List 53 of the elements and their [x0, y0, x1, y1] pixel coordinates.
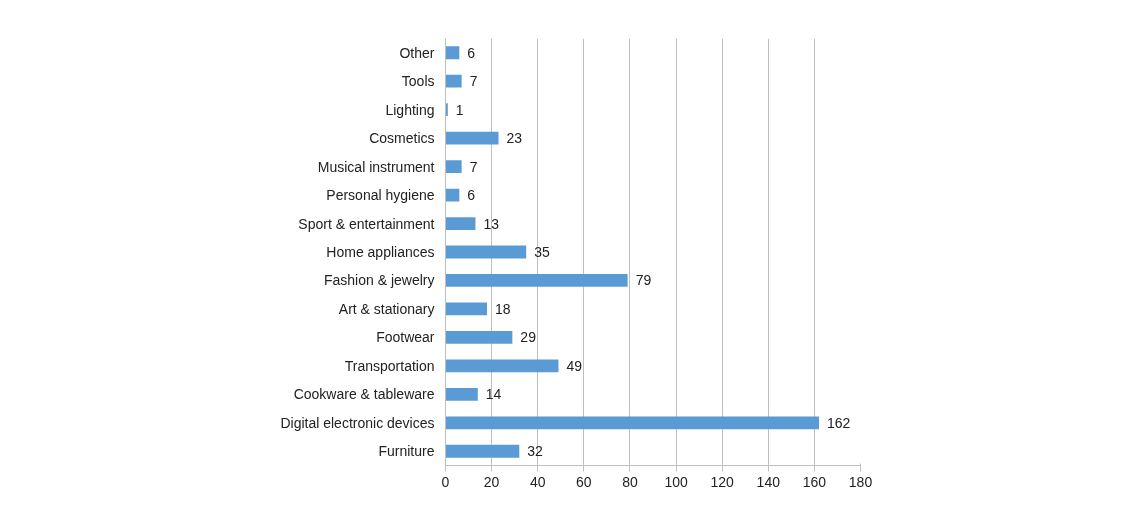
x-tick-label: 160 [802, 473, 827, 490]
x-tick-label: 80 [622, 473, 638, 490]
x-tick-label: 120 [710, 473, 735, 490]
bar [445, 416, 819, 430]
bar [445, 160, 462, 174]
bar [445, 302, 487, 316]
data-label: 7 [469, 158, 478, 175]
y-tick-label: Transportation [344, 357, 435, 374]
x-tick-label: 140 [756, 473, 781, 490]
data-label: 162 [827, 414, 851, 431]
data-label: 18 [495, 300, 511, 317]
x-tick-label: 20 [483, 473, 500, 490]
bar [445, 74, 462, 88]
data-label: 49 [566, 357, 583, 374]
data-label: 35 [534, 244, 550, 260]
y-tick-label: Other [399, 44, 435, 61]
y-tick-label: Digital electronic devices [280, 414, 435, 431]
y-tick-label: Art & stationary [338, 300, 435, 317]
y-tick-label: Furniture [378, 443, 435, 460]
y-tick-label: Sport & entertainment [298, 215, 435, 232]
bar [445, 46, 460, 60]
y-tick-label: Fashion & jewelry [324, 272, 435, 289]
data-label: 1 [455, 101, 464, 118]
data-label: 14 [485, 386, 502, 403]
x-tick-label: 40 [529, 473, 546, 490]
data-label: 13 [483, 215, 500, 232]
y-tick-label: Cosmetics [369, 130, 435, 147]
y-tick-label: Lighting [385, 101, 435, 118]
y-tick-label: Musical instrument [317, 158, 435, 175]
bar [445, 274, 628, 287]
y-tick-label: Home appliances [326, 244, 435, 260]
bar [445, 387, 478, 401]
data-label: 6 [467, 44, 476, 61]
bar [445, 217, 476, 230]
data-label: 29 [520, 329, 537, 346]
y-tick-label: Footwear [376, 329, 435, 346]
x-tick-label: 100 [664, 473, 688, 490]
bar [445, 359, 559, 373]
x-tick-label: 0 [441, 473, 450, 490]
data-label: 79 [635, 272, 652, 289]
data-label: 32 [527, 443, 544, 460]
x-tick-label: 60 [576, 473, 592, 490]
y-tick-label: Tools [401, 73, 435, 90]
bar [445, 330, 513, 344]
data-label: 23 [506, 130, 523, 147]
bar [445, 444, 520, 458]
bar [445, 131, 499, 145]
data-label: 7 [469, 73, 478, 90]
y-tick-label: Cookware & tableware [293, 386, 435, 403]
data-label: 6 [467, 187, 476, 204]
x-tick-label: 180 [848, 473, 873, 490]
bar [445, 245, 527, 259]
y-tick-label: Personal hygiene [326, 187, 435, 204]
